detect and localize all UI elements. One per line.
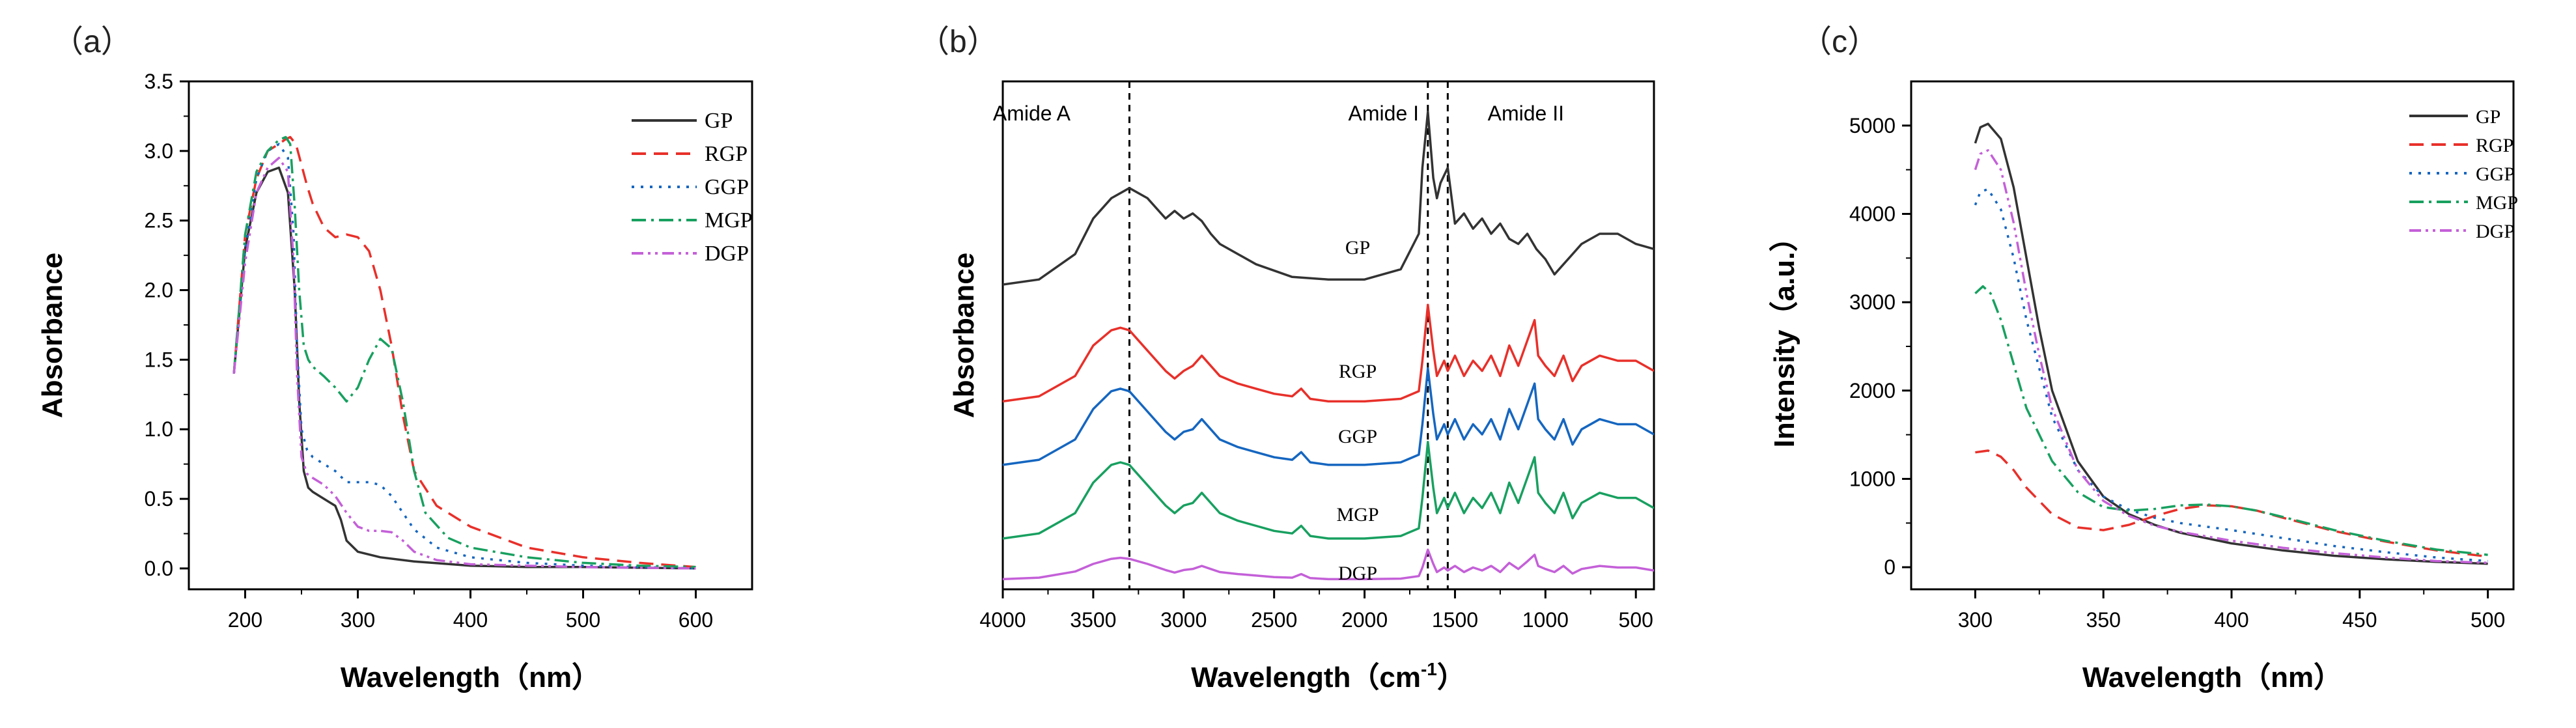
y-axis-label: Intensity（a.u.） <box>1769 223 1800 448</box>
y-tick-label: 1000 <box>1849 467 1896 490</box>
y-tick-label: 3000 <box>1849 290 1896 314</box>
y-tick-label: 1.5 <box>145 348 173 371</box>
y-axis-label: Absorbance <box>948 253 980 418</box>
panel-label: （b） <box>918 25 998 59</box>
x-tick-label: 600 <box>679 608 713 632</box>
legend-label: MGP <box>705 208 753 232</box>
x-tick-label: 400 <box>453 608 488 632</box>
legend-label: GP <box>2476 106 2500 128</box>
y-tick-label: 2.0 <box>145 279 173 302</box>
y-tick-label: 4000 <box>1849 202 1896 225</box>
y-tick-label: 3.5 <box>145 70 173 93</box>
x-tick-label: 450 <box>2342 608 2377 632</box>
series-line-rgp <box>1003 303 1654 403</box>
x-tick-label: 200 <box>228 608 262 632</box>
plot-frame <box>1001 80 1655 591</box>
x-axis-label: Wavelength（nm） <box>341 662 600 693</box>
series-line-dgp <box>232 156 696 570</box>
legend-label: GP <box>705 109 733 133</box>
legend-label: DGP <box>705 242 749 266</box>
legend-label: GGP <box>705 175 749 199</box>
x-tick-label: 3500 <box>1070 608 1116 632</box>
series-line-gp <box>1003 111 1654 286</box>
x-axis-label: Wavelength（cm-1） <box>1191 659 1466 693</box>
series-label-mgp: MGP <box>1336 504 1379 525</box>
legend-label: GGP <box>2476 163 2515 185</box>
series-line-rgp <box>232 135 696 568</box>
panel-label: （a） <box>52 25 132 59</box>
x-tick-label: 300 <box>341 608 375 632</box>
legend-label: RGP <box>2476 135 2513 156</box>
legend-label: MGP <box>2476 192 2518 214</box>
series-label-ggp: GGP <box>1338 426 1377 447</box>
x-tick-label: 350 <box>2086 608 2121 632</box>
annotation-label: Amide II <box>1488 102 1564 125</box>
legend-label: RGP <box>705 142 748 166</box>
annotation-label: Amide I <box>1349 102 1419 125</box>
y-tick-label: 2.5 <box>145 209 173 232</box>
plot-frame <box>188 80 753 591</box>
x-tick-label: 2000 <box>1341 608 1388 632</box>
annotation-label: Amide A <box>993 102 1071 125</box>
x-tick-label: 400 <box>2214 608 2248 632</box>
series-line-ggp <box>1003 367 1654 466</box>
x-tick-label: 1000 <box>1522 608 1569 632</box>
y-tick-label: 2000 <box>1849 379 1896 402</box>
x-tick-label: 500 <box>2471 608 2505 632</box>
legend: GP RGP GGP MGP DGP <box>2409 106 2518 242</box>
series-line-ggp <box>1974 188 2488 563</box>
x-tick-label: 300 <box>1958 608 1993 632</box>
series-line-mgp <box>1003 441 1654 540</box>
x-tick-label: 4000 <box>979 608 1026 632</box>
series-line-ggp <box>232 143 696 570</box>
series-line-mgp <box>232 135 696 568</box>
y-tick-label: 1.0 <box>145 417 173 441</box>
series-line-rgp <box>1975 449 2488 558</box>
panel-label: （c） <box>1800 25 1879 59</box>
x-tick-label: 500 <box>566 608 600 632</box>
y-axis-label: Absorbance <box>36 253 68 418</box>
x-tick-label: 2500 <box>1251 608 1297 632</box>
series-label-rgp: RGP <box>1339 361 1377 382</box>
y-tick-label: 3.0 <box>145 139 173 163</box>
x-axis-label: Wavelength（nm） <box>2082 662 2342 693</box>
series-line-dgp <box>1974 149 2488 565</box>
y-tick-label: 0.5 <box>145 487 173 511</box>
series-line-mgp <box>1974 285 2488 556</box>
chart-panel-0: （a） 200 300 400 500 600 0.0 0.5 1.0 1.5 2.0 2.5 3.0 3… <box>36 25 753 693</box>
x-tick-label: 3000 <box>1160 608 1207 632</box>
plot-frame <box>1910 80 2515 591</box>
series-label-dgp: DGP <box>1338 563 1377 584</box>
legend-label: DGP <box>2476 221 2515 242</box>
chart-panel-1: （b） 4000 3500 3000 2500 2000 1500 1000 500 Wavele… <box>918 25 1655 693</box>
x-tick-label: 1500 <box>1432 608 1478 632</box>
y-tick-label: 0 <box>1884 555 1896 579</box>
legend: GP RGP GGP MGP DGP <box>632 109 753 266</box>
y-tick-label: 5000 <box>1849 114 1896 137</box>
series-label-gp: GP <box>1345 237 1370 259</box>
series-line-gp <box>1974 122 2488 565</box>
series-line-dgp <box>1003 548 1654 581</box>
series-line-gp <box>232 166 696 570</box>
chart-panel-2: （c）300 350 400 450 500010002000300040005000W… <box>1769 25 2518 693</box>
y-tick-label: 0.0 <box>145 557 173 580</box>
x-tick-label: 500 <box>1619 608 1653 632</box>
